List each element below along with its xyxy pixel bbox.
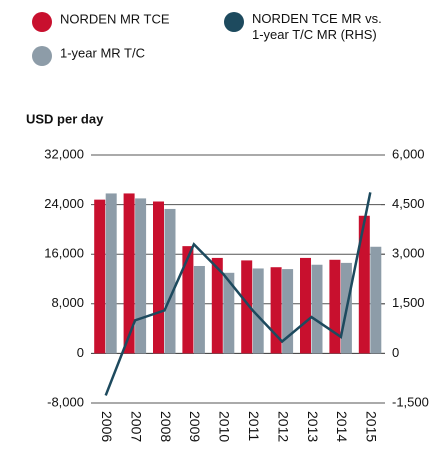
bar: [164, 208, 176, 354]
bar: [329, 259, 341, 354]
x-tick-label: 2013: [305, 411, 321, 442]
y-tick-label: 0: [77, 345, 84, 360]
legend-label: NORDEN TCE MR vs. 1-year T/C MR (RHS): [252, 11, 382, 42]
y-tick-label: 16,000: [44, 246, 84, 261]
legend-swatch: [32, 12, 52, 32]
bar: [105, 193, 117, 354]
legend-label-line: 1-year T/C MR (RHS): [252, 27, 377, 42]
y-axis-label: USD per day: [26, 111, 104, 126]
bar: [153, 201, 164, 354]
legend-swatch: [32, 46, 52, 66]
bar: [193, 265, 205, 354]
x-tick-label: 2011: [246, 411, 262, 441]
x-tick-label: 2015: [364, 411, 380, 442]
bar: [252, 268, 264, 354]
bar: [282, 269, 294, 354]
x-tick-label: 2010: [217, 411, 233, 442]
bar: [211, 257, 223, 354]
x-tick-label: 2012: [275, 411, 291, 442]
y2-tick-label: 6,000: [392, 146, 425, 161]
bar: [300, 257, 311, 354]
bar: [94, 199, 106, 354]
y2-tick-label: 0: [392, 345, 399, 360]
legend-label: NORDEN MR TCE: [60, 11, 170, 26]
y2-tick-label: 4,500: [392, 196, 425, 211]
y-tick-label: -8,000: [47, 394, 84, 409]
bar: [311, 264, 323, 354]
legend-swatch: [224, 12, 244, 32]
bar: [123, 193, 135, 354]
x-tick-label: 2009: [187, 411, 203, 442]
x-tick-label: 2008: [158, 411, 174, 442]
y-tick-label: 24,000: [44, 196, 84, 211]
bar: [270, 267, 282, 354]
y2-tick-label: 3,000: [392, 246, 425, 261]
y-tick-label: 8,000: [51, 295, 84, 310]
x-tick-label: 2014: [334, 411, 350, 442]
bar: [370, 246, 382, 354]
legend-label: 1-year MR T/C: [60, 45, 145, 60]
bar: [241, 260, 253, 354]
x-tick-label: 2006: [99, 411, 115, 442]
line-series: [104, 192, 372, 396]
legend-label-line: NORDEN TCE MR vs.: [252, 11, 382, 26]
x-tick-label: 2007: [128, 411, 144, 442]
y2-tick-label: 1,500: [392, 295, 425, 310]
bar: [223, 272, 235, 354]
y2-tick-label: -1,500: [392, 394, 429, 409]
bar: [135, 198, 147, 354]
y-tick-label: 32,000: [44, 146, 84, 161]
bar: [182, 246, 194, 354]
bar: [358, 215, 370, 354]
